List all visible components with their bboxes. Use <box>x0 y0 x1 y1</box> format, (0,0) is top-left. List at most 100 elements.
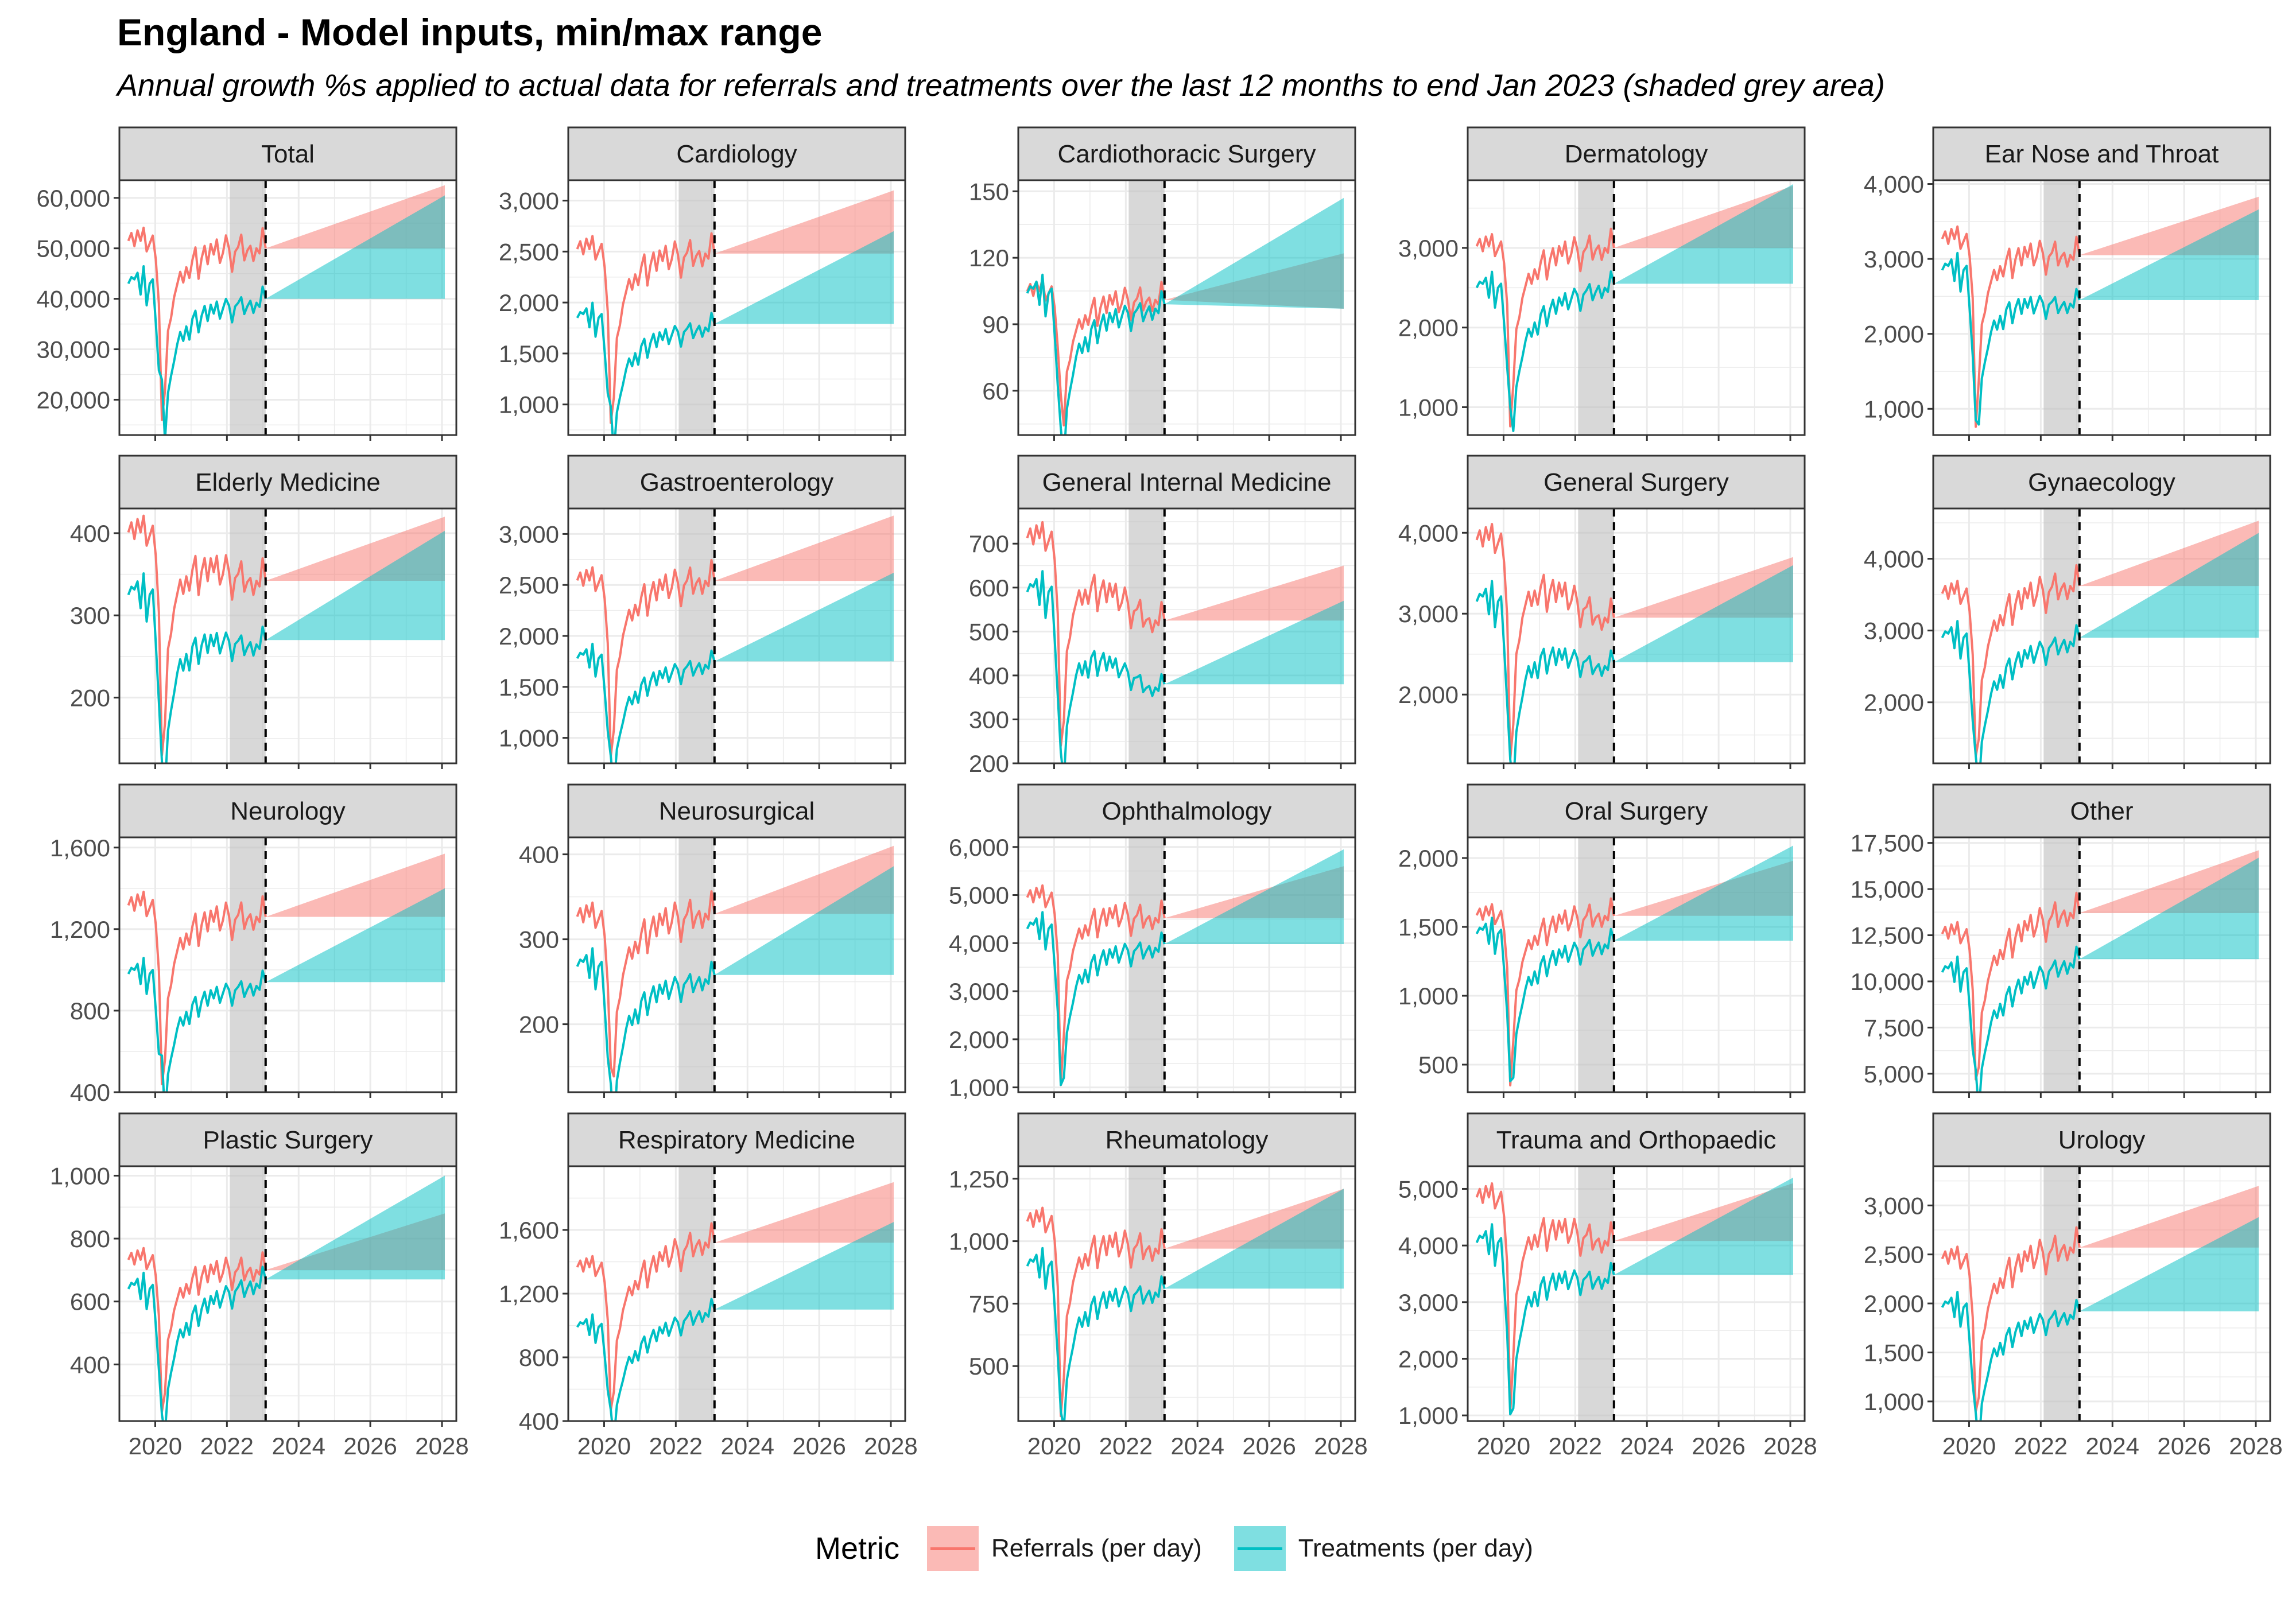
line-referrals <box>1941 891 2081 1081</box>
panel-plot-area <box>1933 837 2270 1092</box>
panel-border <box>1017 1165 1356 1422</box>
y-tick-label: 3,000 <box>1398 600 1459 627</box>
y-tick-label: 2,000 <box>1398 315 1459 341</box>
strip-elderly-medicine <box>118 455 457 510</box>
panel-border <box>118 1165 457 1422</box>
panel-plot-area <box>1018 509 1355 763</box>
strip-urology <box>1932 1112 2271 1167</box>
panel-plot-area <box>568 180 905 435</box>
line-treatments <box>1941 620 2081 763</box>
panel-plot-area <box>1018 1166 1355 1421</box>
line-treatments <box>1475 580 1615 763</box>
y-tick-label: 400 <box>969 662 1009 689</box>
panel-border <box>118 507 457 764</box>
x-tick-label: 2022 <box>649 1433 703 1460</box>
line-treatments <box>1475 270 1615 432</box>
x-tick-label: 2020 <box>1942 1433 1996 1460</box>
ribbon-referrals <box>1164 565 1344 621</box>
panel-plot-area <box>568 837 905 1092</box>
strip-label: Plastic Surgery <box>203 1126 373 1154</box>
y-tick-label: 1,000 <box>50 1162 110 1189</box>
panel-neurology: Neurology 400 800 1,200 1,600 <box>50 783 457 1106</box>
y-tick-label: 1,500 <box>499 340 559 367</box>
strip-label: Neurology <box>230 797 346 825</box>
y-tick-label: 2,000 <box>499 623 559 650</box>
ribbon-referrals <box>714 515 894 581</box>
line-referrals <box>127 226 267 421</box>
line-treatments <box>1026 273 1166 435</box>
panel-border <box>118 179 457 436</box>
line-referrals <box>1941 1226 2081 1412</box>
shaded-window <box>1578 180 1614 435</box>
panel-cardiology: Cardiology 1,000 1,500 2,000 2,500 3,000 <box>499 126 906 441</box>
y-tick-label: 1,500 <box>1398 914 1459 941</box>
x-tick-label: 2026 <box>343 1433 397 1460</box>
legend: Metric Referrals (per day) Treatments (p… <box>815 1520 1549 1577</box>
x-tick-label: 2024 <box>272 1433 325 1460</box>
strip-label: Oral Surgery <box>1565 797 1708 825</box>
x-tick-label: 2026 <box>792 1433 846 1460</box>
line-referrals <box>1026 1206 1166 1418</box>
legend-item-referrals: Referrals (per day) <box>927 1526 1202 1571</box>
ribbon-treatments <box>1614 845 1793 941</box>
y-tick-label: 2,500 <box>1864 1241 1924 1268</box>
strip-plastic-surgery <box>118 1112 457 1167</box>
y-tick-label: 500 <box>969 1353 1009 1380</box>
y-tick-label: 3,000 <box>949 978 1009 1005</box>
line-treatments <box>576 1298 716 1421</box>
line-referrals <box>1475 897 1615 1086</box>
y-tick-label: 1,000 <box>1398 1402 1459 1429</box>
panel-border <box>567 179 906 436</box>
panel-border <box>1467 179 1806 436</box>
y-tick-label: 2,000 <box>1398 681 1459 708</box>
shaded-window <box>1578 837 1614 1092</box>
panel-border <box>1467 507 1806 764</box>
panel-border <box>1467 836 1806 1093</box>
panel-plot-area <box>119 1166 456 1421</box>
y-tick-label: 1,000 <box>1864 395 1924 422</box>
line-treatments <box>127 572 267 763</box>
y-tick-label: 200 <box>969 750 1009 777</box>
panel-general-surgery: General Surgery 2,000 3,000 4,000 <box>1398 455 1806 769</box>
y-tick-label: 1,000 <box>949 1228 1009 1255</box>
y-tick-label: 800 <box>70 1225 110 1252</box>
ribbon-treatments <box>714 231 894 324</box>
line-treatments <box>1026 1247 1166 1421</box>
ribbon-treatments <box>714 572 894 662</box>
line-referrals <box>576 559 716 758</box>
y-tick-label: 2,000 <box>1398 1345 1459 1372</box>
y-tick-label: 1,200 <box>50 916 110 943</box>
panel-gynaecology: Gynaecology 2,000 3,000 4,000 <box>1864 455 2271 769</box>
y-tick-label: 700 <box>969 530 1009 557</box>
panel-neurosurgical: Neurosurgical 200 300 400 <box>519 783 906 1098</box>
chart-title: England - Model inputs, min/max range <box>117 11 823 53</box>
strip-label: Dermatology <box>1565 140 1708 168</box>
y-tick-label: 500 <box>969 618 1009 645</box>
y-tick-label: 60 <box>982 378 1009 405</box>
line-treatments <box>1026 911 1166 1086</box>
y-tick-label: 2,000 <box>1864 1290 1924 1317</box>
panel-plot-area <box>1468 1166 1805 1421</box>
y-tick-label: 2,000 <box>1864 689 1924 716</box>
line-treatments <box>127 957 267 1092</box>
ribbon-treatments <box>1164 600 1344 685</box>
strip-neurosurgical <box>567 783 906 839</box>
ribbon-referrals <box>714 190 894 254</box>
strip-neurology <box>118 783 457 839</box>
panel-border <box>1932 836 2271 1093</box>
strip-gastroenterology <box>567 455 906 510</box>
y-tick-label: 40,000 <box>37 286 110 313</box>
y-tick-label: 6,000 <box>949 834 1009 861</box>
shaded-window <box>1128 837 1165 1092</box>
line-treatments <box>576 301 716 435</box>
shaded-window <box>230 837 266 1092</box>
panel-plot-area <box>1933 509 2270 763</box>
y-tick-label: 300 <box>519 926 559 953</box>
y-tick-label: 750 <box>969 1290 1009 1317</box>
x-tick-label: 2028 <box>1763 1433 1817 1460</box>
ribbon-referrals <box>265 853 445 917</box>
panel-plot-area <box>1018 837 1355 1092</box>
x-tick-label: 2026 <box>2157 1433 2210 1460</box>
y-tick-label: 60,000 <box>37 185 110 212</box>
